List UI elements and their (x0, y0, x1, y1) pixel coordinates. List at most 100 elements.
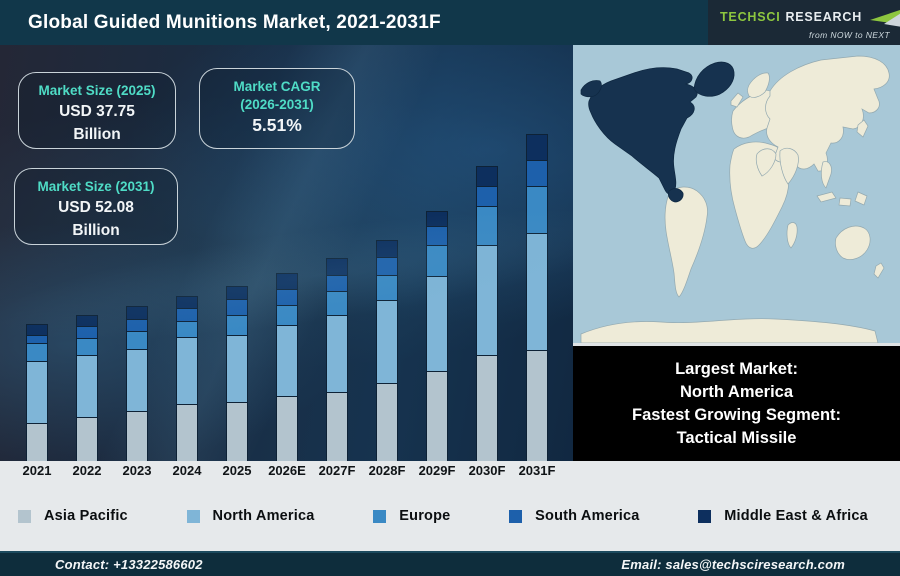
legend-swatch-icon (186, 509, 200, 523)
bar-slot-2024 (162, 296, 212, 461)
bar-segment-asia-pacific (376, 383, 398, 461)
logo-tagline: from NOW to NEXT (808, 30, 890, 40)
legend-label: South America (535, 508, 640, 524)
bar-segment-north-america (26, 361, 48, 423)
bar-segment-south-america (476, 186, 498, 206)
bar-segment-asia-pacific (526, 350, 548, 461)
legend-swatch-icon (509, 509, 523, 523)
map-philippines (854, 191, 868, 206)
bar-segment-asia-pacific (76, 417, 98, 461)
email-text: Email: sales@techsciresearch.com (621, 557, 845, 572)
bar-segment-north-america (376, 300, 398, 383)
bar-segment-middle-east-africa (226, 286, 248, 299)
logo-arrow-icon (870, 10, 900, 27)
bar-segment-asia-pacific (276, 396, 298, 461)
bar-segment-south-america (126, 319, 148, 331)
bar-segment-north-america (476, 245, 498, 355)
title-bar: Global Guided Munitions Market, 2021-203… (0, 0, 900, 45)
bar-slot-2027F (312, 258, 362, 461)
bar-segment-asia-pacific (326, 392, 348, 461)
bar-segment-south-america (276, 289, 298, 305)
map-uk (730, 92, 744, 108)
map-north-america-highlight (588, 67, 698, 195)
page-title: Global Guided Munitions Market, 2021-203… (28, 12, 441, 33)
legend-swatch-icon (698, 509, 712, 523)
chart-panel: Market Size (2025) USD 37.75 Billion Mar… (0, 45, 573, 461)
highlight-line: Largest Market: (675, 360, 798, 378)
x-label-2022: 2022 (72, 463, 102, 478)
map-indonesia (816, 191, 837, 203)
bar-2029F (426, 211, 448, 461)
x-label-2023: 2023 (122, 463, 152, 478)
bar-segment-south-america (226, 299, 248, 315)
x-axis-labels: 2021 2022 2023 2024 2025 2026E 2027F 2028F 2029F… (12, 463, 562, 478)
map-antarctica (580, 318, 879, 343)
stacked-bar-chart (12, 45, 562, 461)
map-new-zealand (873, 262, 885, 279)
bar-segment-europe (326, 291, 348, 315)
legend-item-middle-east-africa: Middle East & Africa (698, 508, 868, 524)
bar-segment-asia-pacific (426, 371, 448, 461)
bar-segment-middle-east-africa (76, 315, 98, 326)
bar-segment-asia-pacific (126, 411, 148, 461)
bar-segment-middle-east-africa (26, 324, 48, 335)
bar-2027F (326, 258, 348, 461)
bar-segment-middle-east-africa (426, 211, 448, 226)
map-scandinavia (747, 72, 770, 98)
legend-item-north-america: North America (186, 508, 315, 524)
x-label-2027F: 2027F (318, 463, 356, 478)
map-indonesia (838, 197, 852, 207)
map-arabia (755, 148, 777, 177)
map-greenland-highlight (693, 61, 735, 97)
bar-segment-middle-east-africa (276, 273, 298, 289)
bar-2022 (76, 315, 98, 461)
x-label-2025: 2025 (222, 463, 252, 478)
contact-text: Contact: +13322586602 (55, 557, 203, 572)
bar-segment-north-america (326, 315, 348, 392)
bar-2025 (226, 286, 248, 461)
stat-heading-line2: (2026-2031) (240, 97, 314, 112)
map-japan (856, 119, 869, 138)
bar-segment-europe (526, 186, 548, 233)
bar-segment-europe (26, 343, 48, 361)
bar-slot-2031F (512, 134, 562, 461)
x-label-2028F: 2028F (368, 463, 406, 478)
bar-segment-north-america (176, 337, 198, 404)
highlight-line: North America (679, 383, 794, 401)
highlight-box: Largest Market: North America Fastest Gr… (573, 346, 900, 461)
bar-segment-middle-east-africa (326, 258, 348, 275)
stat-heading: Market CAGR (233, 79, 321, 94)
bar-slot-2025 (212, 286, 262, 461)
bar-segment-asia-pacific (26, 423, 48, 461)
bar-segment-middle-east-africa (376, 240, 398, 257)
bar-segment-north-america (276, 325, 298, 396)
bar-2030F (476, 166, 498, 461)
highlight-line: Tactical Missile (676, 429, 797, 447)
legend-label: Europe (399, 508, 451, 524)
legend-label: Asia Pacific (44, 508, 128, 524)
bar-segment-asia-pacific (226, 402, 248, 461)
bar-segment-north-america (426, 276, 448, 371)
bar-segment-europe (76, 338, 98, 355)
footer-bar: Contact: +13322586602 Email: sales@techs… (0, 551, 900, 576)
legend-label: Middle East & Africa (724, 508, 868, 524)
bar-segment-south-america (376, 257, 398, 275)
bar-segment-europe (376, 275, 398, 300)
bar-2028F (376, 240, 398, 461)
map-central-america-highlight (668, 188, 684, 203)
highlight-line: Fastest Growing Segment: (631, 406, 842, 424)
bar-segment-middle-east-africa (176, 296, 198, 308)
map-australia (835, 225, 871, 260)
x-label-2029F: 2029F (418, 463, 456, 478)
bar-segment-europe (226, 315, 248, 335)
map-alaska-highlight (580, 80, 602, 98)
x-label-2030F: 2030F (468, 463, 506, 478)
legend-swatch-icon (373, 509, 387, 523)
bar-segment-south-america (526, 160, 548, 186)
legend-item-europe: Europe (373, 508, 450, 524)
bar-slot-2029F (412, 211, 462, 461)
map-se-asia (820, 161, 832, 189)
stat-value: USD 37.75 (59, 103, 135, 120)
legend-item-asia-pacific: Asia Pacific (18, 508, 128, 524)
map-india (779, 147, 799, 185)
